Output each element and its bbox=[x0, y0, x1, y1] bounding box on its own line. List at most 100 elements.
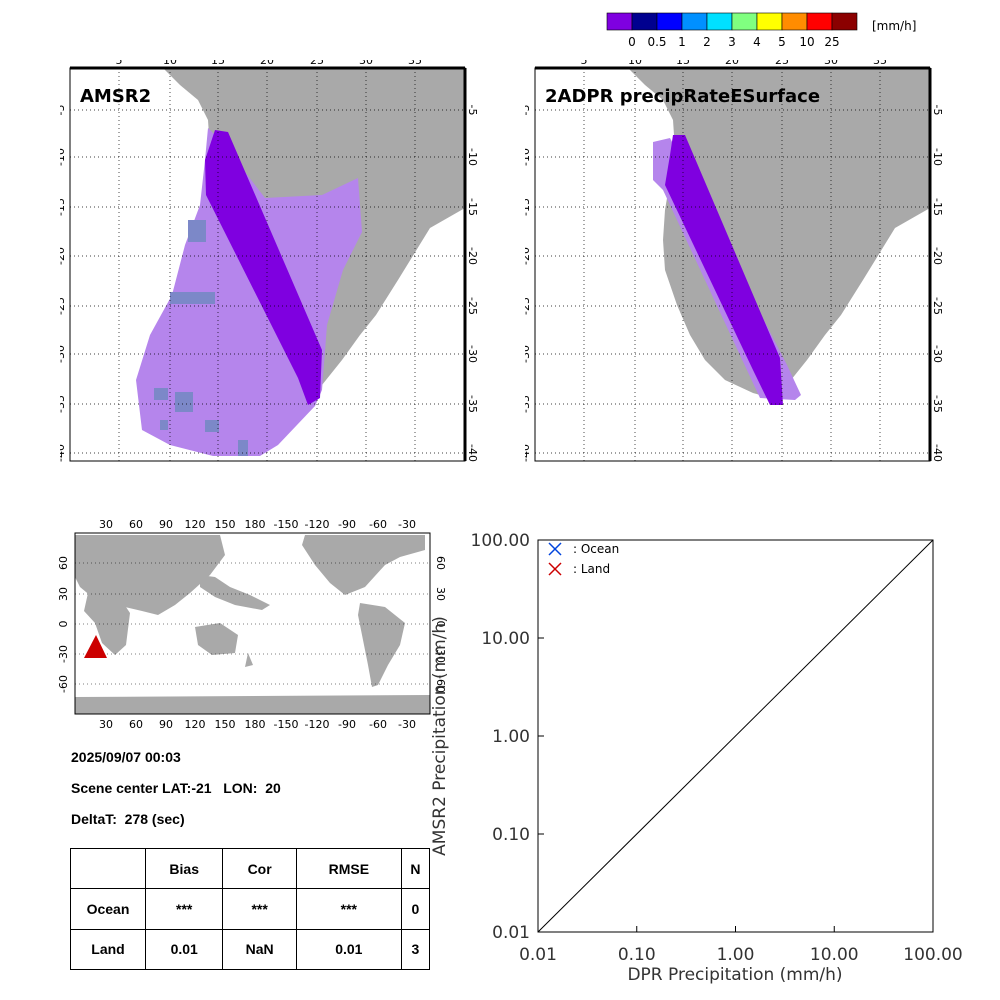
lat-tick-label: -10 bbox=[525, 148, 532, 166]
amsr2-swath bbox=[205, 130, 322, 405]
lon-tick-label: 25 bbox=[775, 469, 789, 470]
one-to-one-line bbox=[537, 539, 934, 933]
lat-tick-label: -30 bbox=[525, 345, 532, 363]
table-cell: *** bbox=[295, 888, 402, 930]
lat-tick-label: -35 bbox=[931, 395, 944, 413]
lat-tick-label: -25 bbox=[466, 297, 479, 315]
y-axis-label: AMSR2 Precipitation (mm/h) bbox=[430, 616, 450, 856]
colorbar-swatch bbox=[681, 12, 708, 31]
lat-tick-label: -15 bbox=[60, 198, 67, 216]
lon-tick-label: 25 bbox=[310, 469, 324, 470]
lat-tick-label: -10 bbox=[60, 148, 67, 166]
world-lat-tick-label: -60 bbox=[57, 675, 70, 693]
world-lon-tick-label: -120 bbox=[305, 518, 330, 531]
lat-tick-label: -30 bbox=[466, 345, 479, 363]
table-cell: Ocean bbox=[70, 888, 146, 930]
lon-tick-label: 20 bbox=[725, 60, 739, 67]
colorbar-tick-label: 10 bbox=[799, 35, 814, 49]
world-lon-tick-label: 60 bbox=[129, 518, 143, 531]
lon-tick-label: 5 bbox=[581, 469, 588, 470]
legend-marker-ocean bbox=[548, 542, 562, 556]
table-row: Land 0.01 NaN 0.01 3 bbox=[70, 928, 431, 971]
colorbar-unit: [mm/h] bbox=[872, 19, 916, 33]
lon-tick-label: 25 bbox=[775, 60, 789, 67]
amsr2-map: AMSR2 5 5 10 10 15 15 20 20 25 25 30 30 35 35 -5 -5 -10 -… bbox=[60, 60, 479, 470]
lat-tick-label: -20 bbox=[931, 247, 944, 265]
colorbar-swatch bbox=[756, 12, 783, 31]
y-tick-label: 100.00 bbox=[471, 531, 530, 551]
colorbar-tick-label: 4 bbox=[753, 35, 761, 49]
colorbar: 0 0.5 1 2 3 4 5 10 25 [mm/h] bbox=[606, 12, 916, 49]
africa-land-dpr bbox=[628, 68, 930, 400]
lat-tick-label: -5 bbox=[525, 105, 532, 116]
x-tick-label: 100.00 bbox=[903, 945, 962, 965]
lat-tick-label: -5 bbox=[60, 105, 67, 116]
header-cell: Bias bbox=[144, 847, 224, 890]
lon-tick-label: 35 bbox=[873, 60, 887, 67]
world-lon-tick-label: -120 bbox=[305, 718, 330, 731]
world-lon-tick-label: 90 bbox=[159, 718, 173, 731]
lon-tick-label: 30 bbox=[824, 469, 838, 470]
lon-tick-label: 15 bbox=[211, 469, 225, 470]
lat-tick-label: -10 bbox=[931, 148, 944, 166]
world-lat-tick-label: -60 bbox=[434, 675, 447, 693]
colorbar-swatch bbox=[606, 12, 633, 31]
stats-table: Bias Cor RMSE N Ocean *** *** *** 0 Land… bbox=[70, 847, 431, 971]
lon-tick-label: 10 bbox=[628, 60, 642, 67]
world-lat-tick-label: 30 bbox=[434, 587, 447, 601]
table-cell: NaN bbox=[222, 928, 297, 971]
y-tick-label: 1.00 bbox=[492, 727, 530, 747]
y-tick-label: 0.10 bbox=[492, 825, 530, 845]
x-tick-label: 0.01 bbox=[519, 945, 557, 965]
lat-tick-label: -40 bbox=[525, 444, 532, 462]
lon-tick-label: 20 bbox=[260, 60, 274, 67]
world-lat-tick-label: -30 bbox=[57, 645, 70, 663]
lon-tick-label: 20 bbox=[725, 469, 739, 470]
dpr-swath bbox=[665, 135, 783, 405]
lat-tick-label: -15 bbox=[931, 198, 944, 216]
lat-tick-label: -10 bbox=[466, 148, 479, 166]
lat-tick-label: -20 bbox=[60, 247, 67, 265]
lon-tick-label: 5 bbox=[116, 469, 123, 470]
world-lon-tick-label: -150 bbox=[274, 518, 299, 531]
world-lon-tick-label: 180 bbox=[245, 718, 266, 731]
lat-tick-label: -35 bbox=[466, 395, 479, 413]
colorbar-swatch bbox=[806, 12, 833, 31]
lon-tick-label: 15 bbox=[211, 60, 225, 67]
lon-tick-label: 35 bbox=[408, 60, 422, 67]
world-lon-tick-label: 90 bbox=[159, 518, 173, 531]
world-lat-tick-label: 60 bbox=[57, 556, 70, 570]
lon-tick-label: 30 bbox=[359, 60, 373, 67]
scatter-plot: 0.01 0.10 1.00 10.00 100.00 0.01 0.10 1.00 10.00… bbox=[430, 531, 963, 985]
lat-tick-label: -40 bbox=[931, 444, 944, 462]
header-cell: Cor bbox=[222, 847, 297, 890]
colorbar-swatch bbox=[831, 12, 858, 31]
colorbar-tick-label: 3 bbox=[728, 35, 736, 49]
datetime: 2025/09/07 00:03 bbox=[71, 749, 181, 765]
table-cell: *** bbox=[144, 888, 224, 930]
world-lon-tick-label: -90 bbox=[338, 718, 356, 731]
legend-label-ocean: : Ocean bbox=[573, 542, 619, 556]
header-cell bbox=[70, 847, 146, 890]
world-lon-tick-label: 120 bbox=[185, 518, 206, 531]
lat-tick-label: -5 bbox=[466, 105, 479, 116]
colorbar-tick-label: 1 bbox=[678, 35, 686, 49]
lat-tick-label: -5 bbox=[931, 105, 944, 116]
lon-tick-label: 30 bbox=[359, 469, 373, 470]
world-lat-tick-label: -30 bbox=[434, 645, 447, 663]
y-tick-label: 0.01 bbox=[492, 923, 530, 943]
world-lon-tick-label: 120 bbox=[185, 718, 206, 731]
lat-tick-label: -35 bbox=[525, 395, 532, 413]
lon-tick-label: 5 bbox=[581, 60, 588, 67]
table-row: Ocean *** *** *** 0 bbox=[70, 888, 431, 930]
lon-tick-label: 30 bbox=[824, 60, 838, 67]
header-cell: N bbox=[400, 847, 431, 890]
world-lon-tick-label: -30 bbox=[398, 718, 416, 731]
world-lon-tick-label: 60 bbox=[129, 718, 143, 731]
lon-tick-label: 15 bbox=[676, 469, 690, 470]
world-lat-tick-label: 60 bbox=[434, 556, 447, 570]
x-tick-label: 10.00 bbox=[810, 945, 859, 965]
world-lon-tick-label: -30 bbox=[398, 518, 416, 531]
colorbar-tick-label: 25 bbox=[824, 35, 839, 49]
x-axis-label: DPR Precipitation (mm/h) bbox=[627, 965, 842, 985]
